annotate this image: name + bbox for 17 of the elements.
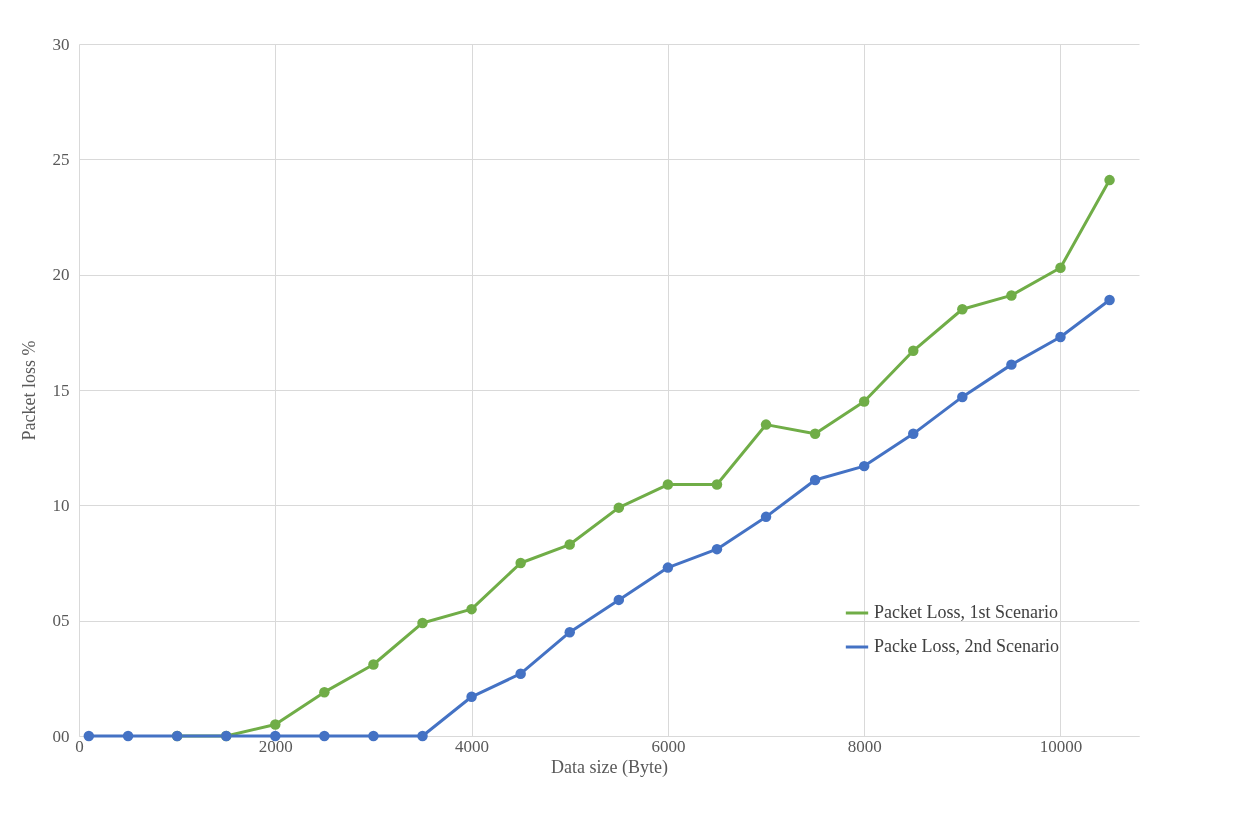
x-axis-title: Data size (Byte) xyxy=(551,756,668,778)
x-tick-label: 2000 xyxy=(258,736,293,756)
x-tick-label: 10000 xyxy=(1039,736,1083,756)
legend-label: Packet Loss, 1st Scenario xyxy=(874,602,1058,622)
y-tick-label: 20 xyxy=(52,265,70,285)
y-tick-label: 05 xyxy=(52,611,70,631)
x-tick-label: 0 xyxy=(75,736,84,756)
x-tick-label: 4000 xyxy=(455,736,490,756)
y-tick-label: 10 xyxy=(52,495,70,515)
y-axis-title: Packet loss % xyxy=(18,340,39,441)
x-tick-label: 6000 xyxy=(651,736,686,756)
y-tick-label: 30 xyxy=(52,34,70,54)
y-tick-label: 15 xyxy=(52,380,70,400)
legend-label: Packe Loss, 2nd Scenario xyxy=(874,636,1059,656)
y-tick-label: 25 xyxy=(52,149,70,169)
x-tick-label: 8000 xyxy=(847,736,882,756)
y-tick-label: 00 xyxy=(52,726,70,746)
